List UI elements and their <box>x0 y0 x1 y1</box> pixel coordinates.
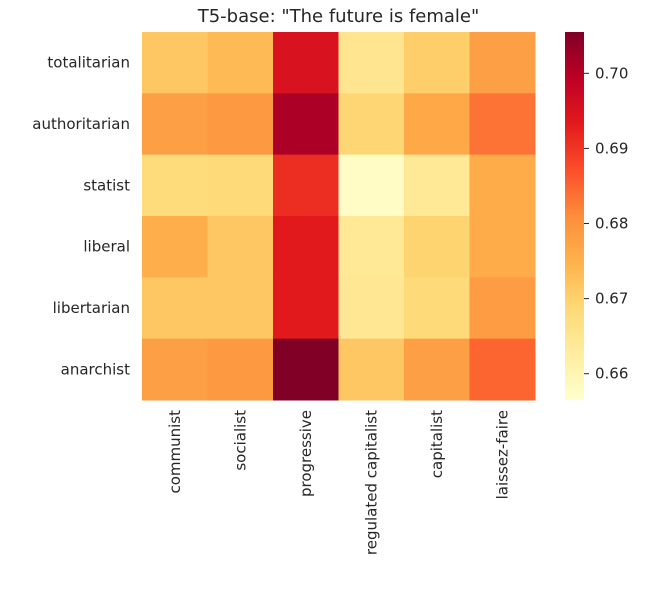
y-tick-label: statist <box>83 176 130 194</box>
heatmap-cell <box>273 154 339 217</box>
heatmap-cell <box>273 216 339 278</box>
x-tick-label: laissez-faire <box>493 410 511 499</box>
heatmap-cell <box>207 338 274 401</box>
heatmap-cell <box>469 154 536 217</box>
heatmap-cell <box>207 154 274 217</box>
heatmap-cell <box>273 32 339 94</box>
x-tick-label: progressive <box>297 410 315 497</box>
heatmap-cell <box>142 93 208 156</box>
x-tick-labels: communist socialist progressive regulated c… <box>166 410 512 555</box>
heatmap-cell <box>404 93 470 156</box>
heatmap-cell <box>469 277 536 340</box>
heatmap-cell <box>207 93 274 156</box>
colorbar-ticks: 0.66 0.67 0.68 0.69 0.70 <box>584 64 628 383</box>
colorbar-tick-label: 0.70 <box>595 64 628 82</box>
heatmap-cell <box>338 154 405 217</box>
x-tick-label: communist <box>166 410 184 494</box>
heatmap-cell <box>469 93 536 156</box>
heatmap-cell <box>273 93 339 156</box>
heatmap-cell <box>142 277 208 340</box>
colorbar-tick-label: 0.69 <box>595 139 628 157</box>
x-tick-label: regulated capitalist <box>362 410 380 555</box>
heatmap-cell <box>469 216 536 278</box>
heatmap-cell <box>338 216 405 278</box>
heatmap-cell <box>338 93 405 156</box>
heatmap-cell <box>469 338 536 401</box>
y-tick-label: anarchist <box>61 360 130 378</box>
colorbar-tick-label: 0.66 <box>595 365 628 383</box>
heatmap-cell <box>404 338 470 401</box>
x-tick-label: socialist <box>231 410 249 471</box>
heatmap-cell <box>142 216 208 278</box>
heatmap-cell <box>469 32 536 94</box>
heatmap-cell <box>142 338 208 401</box>
heatmap-cell <box>404 216 470 278</box>
heatmap-cell <box>404 32 470 94</box>
heatmap-cell <box>404 277 470 340</box>
x-tick-label: capitalist <box>428 410 446 478</box>
heatmap-cell <box>404 154 470 217</box>
heatmap-cell <box>207 277 274 340</box>
heatmap-cell <box>273 277 339 340</box>
heatmap-cell <box>338 338 405 401</box>
heatmap-cell <box>142 32 208 94</box>
heatmap-cell <box>142 154 208 217</box>
y-tick-label: totalitarian <box>47 54 130 72</box>
colorbar-tick-label: 0.67 <box>595 290 628 308</box>
heatmap-cell <box>207 216 274 278</box>
y-tick-label: liberal <box>83 238 130 256</box>
heatmap-cells <box>142 32 536 401</box>
y-tick-label: authoritarian <box>32 115 130 133</box>
heatmap-cell <box>273 338 339 401</box>
heatmap-cell <box>207 32 274 94</box>
colorbar-tick-label: 0.68 <box>595 215 628 233</box>
y-tick-labels: totalitarian authoritarian statist liberal l… <box>32 54 130 379</box>
y-tick-label: libertarian <box>53 299 130 317</box>
heatmap-cell <box>338 32 405 94</box>
chart-title: T5-base: "The future is female" <box>197 6 480 27</box>
heatmap-cell <box>338 277 405 340</box>
colorbar <box>565 32 584 400</box>
